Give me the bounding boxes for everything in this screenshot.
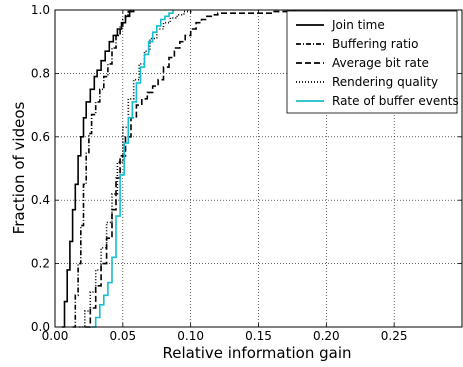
x-tick-label: 0.10 bbox=[177, 329, 204, 343]
x-tick-label: 0.00 bbox=[42, 329, 69, 343]
series-line-3 bbox=[79, 10, 192, 328]
legend-label: Buffering ratio bbox=[332, 37, 418, 51]
y-tick-label: 0.0 bbox=[31, 320, 50, 334]
y-tick-label: 1.0 bbox=[31, 3, 50, 17]
y-axis-label: Fraction of videos bbox=[10, 101, 28, 234]
legend-label: Average bit rate bbox=[332, 56, 429, 70]
legend-label: Join time bbox=[331, 18, 385, 32]
series-line-1 bbox=[72, 10, 132, 328]
x-axis-label: Relative information gain bbox=[163, 344, 352, 362]
series-line-0 bbox=[61, 10, 135, 328]
x-tick-label: 0.05 bbox=[109, 329, 136, 343]
series-lines bbox=[61, 10, 298, 328]
y-tick-label: 0.2 bbox=[31, 257, 50, 271]
series-line-2 bbox=[84, 10, 298, 328]
y-tick-label: 0.8 bbox=[31, 66, 50, 80]
legend: Join time Buffering ratio Average bit rate… bbox=[286, 10, 459, 114]
axis-ticks: 0.00 0.05 0.10 0.15 0.20 0.25 0.0 0.2 0.4 0.6 0.8 1… bbox=[31, 3, 462, 343]
legend-box bbox=[286, 10, 458, 114]
x-tick-label: 0.25 bbox=[381, 329, 408, 343]
x-tick-label: 0.15 bbox=[245, 329, 272, 343]
series-line-4 bbox=[91, 10, 174, 328]
legend-label: Rendering quality bbox=[332, 75, 438, 89]
x-tick-label: 0.20 bbox=[313, 329, 340, 343]
y-tick-label: 0.4 bbox=[31, 193, 50, 207]
y-tick-label: 0.6 bbox=[31, 130, 50, 144]
legend-label: Rate of buffer events bbox=[332, 94, 459, 108]
